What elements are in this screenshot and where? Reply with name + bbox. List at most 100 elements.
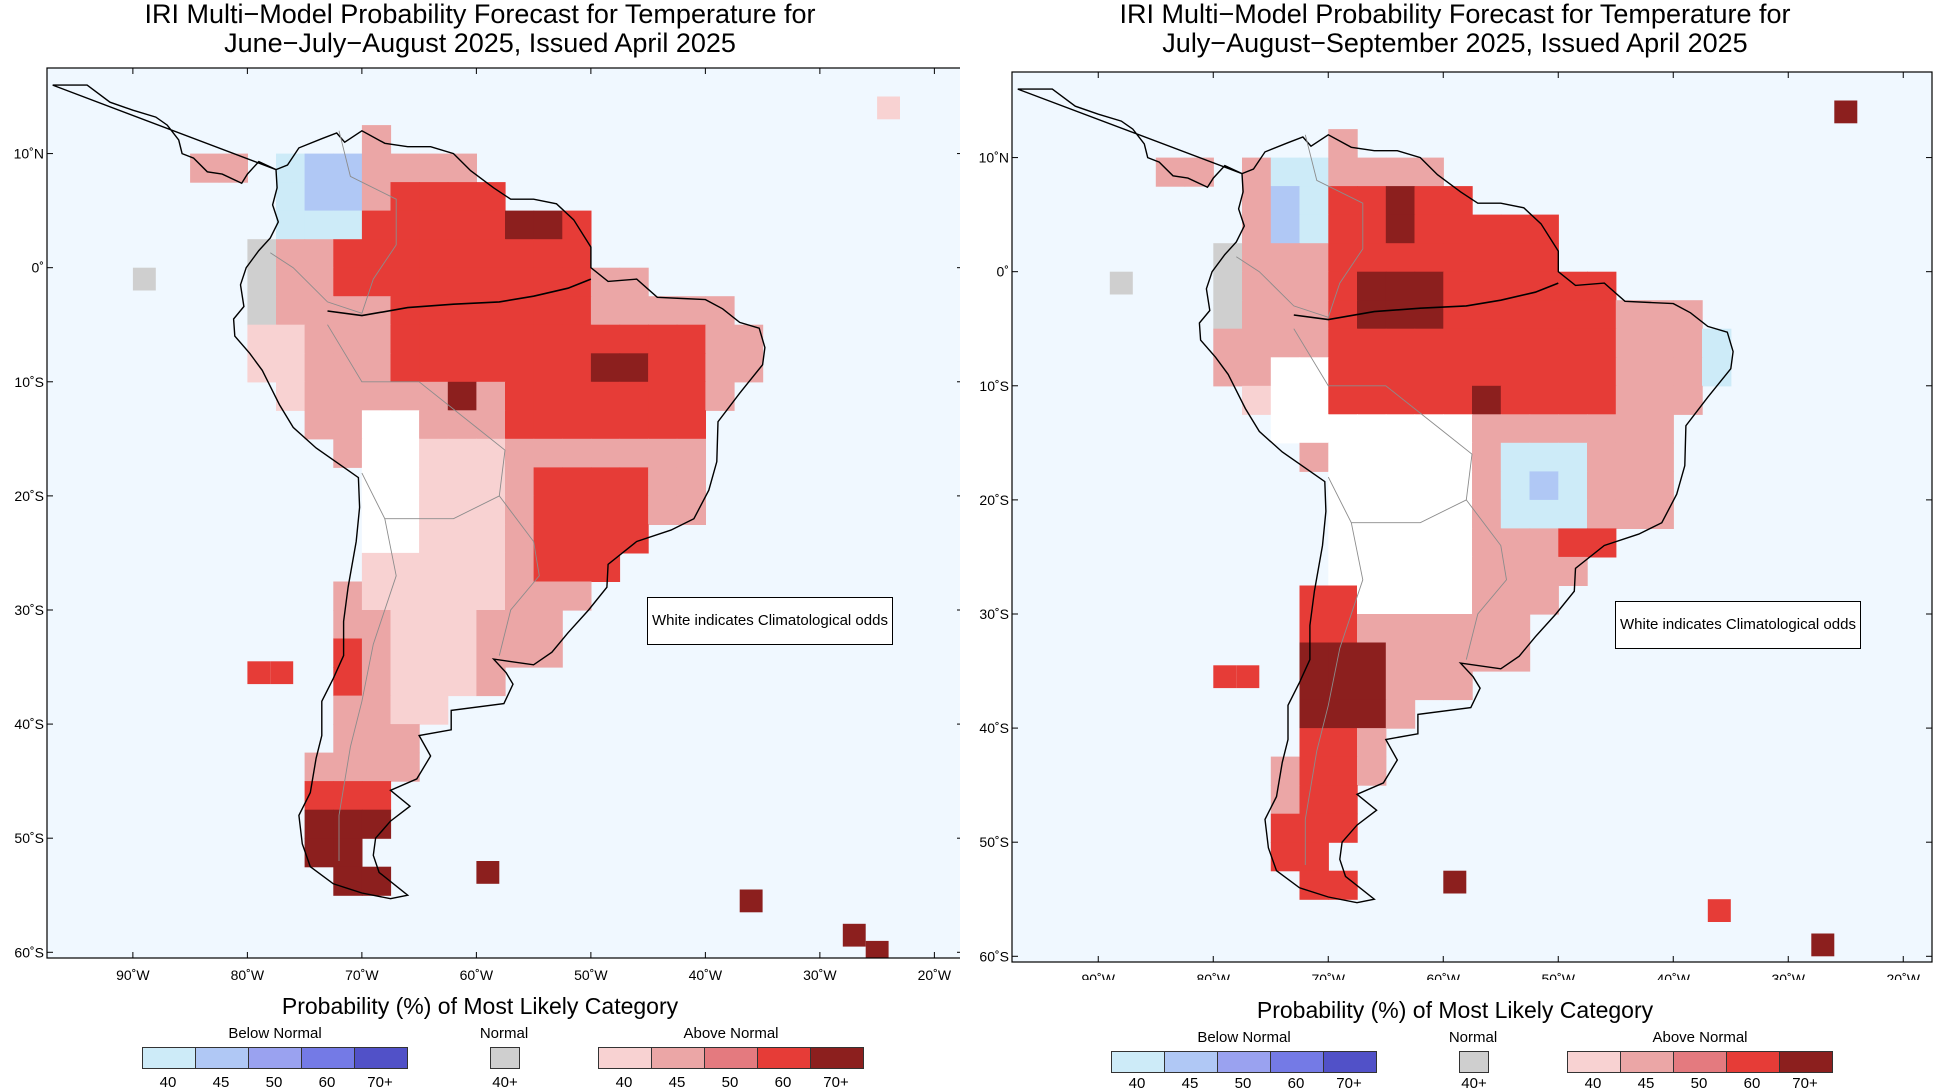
grid-cell: [419, 610, 449, 640]
grid-cell: [1385, 214, 1416, 244]
grid-cell: [533, 267, 563, 297]
grid-cell: [1615, 385, 1646, 415]
grid-cell: [1615, 414, 1646, 444]
grid-cell: [1443, 870, 1467, 894]
grid-cell: [419, 467, 449, 497]
grid-cell: [1328, 129, 1358, 159]
grid-cell: [1558, 357, 1588, 387]
grid-cell: [648, 410, 678, 440]
grid-cell: [1328, 556, 1358, 586]
grid-cell: [533, 296, 563, 326]
grid-cell: [1242, 214, 1272, 244]
grid-cell: [1299, 842, 1329, 872]
lon-label: 50˚W: [574, 967, 608, 980]
grid-cell: [447, 353, 477, 383]
grid-cell: [533, 581, 563, 611]
grid-cell: [1299, 271, 1329, 301]
forecast-panel-jas: IRI Multi−Model Probability Forecast for…: [975, 0, 1935, 1092]
grid-cell: [1558, 528, 1588, 558]
grid-cell: [390, 296, 420, 326]
map-title-line1: IRI Multi−Model Probability Forecast for…: [1119, 0, 1791, 29]
above-normal-label: Above Normal: [1652, 1029, 1748, 1046]
grid-cell: [1357, 243, 1387, 273]
lon-label: 90˚W: [116, 967, 150, 980]
grid-cell: [419, 210, 449, 240]
grid-cell: [361, 239, 392, 269]
grid-cell: [1414, 357, 1444, 387]
grid-cell: [1385, 471, 1416, 501]
lat-label: 20˚S: [979, 492, 1009, 508]
lat-label: 60˚S: [14, 944, 44, 960]
grid-cell: [1500, 357, 1531, 387]
grid-cell: [304, 410, 334, 440]
grid-cell: [447, 153, 477, 183]
grid-cell: [1299, 671, 1329, 701]
grid-cell: [333, 724, 363, 754]
grid-cell: [648, 296, 678, 326]
grid-cell: [1673, 328, 1703, 358]
grid-cell: [419, 495, 449, 525]
grid-cell: [1414, 528, 1444, 558]
grid-cell: [1615, 442, 1646, 472]
probability-legend: Below Normal Normal Above Normal 40 45 5…: [975, 1029, 1935, 1092]
grid-cell: [1270, 756, 1301, 786]
grid-cell: [562, 296, 592, 326]
grid-cell: [1472, 328, 1502, 358]
map-title: IRI Multi−Model Probability Forecast for…: [0, 0, 960, 58]
grid-cell: [676, 324, 706, 354]
grid-cell: [1834, 100, 1858, 124]
grid-cell: [1385, 528, 1416, 558]
legend-tick: 60: [318, 1074, 336, 1091]
grid-cell: [1443, 556, 1473, 586]
grid-cell: [562, 267, 592, 297]
grid-cell: [333, 638, 363, 668]
grid-cell: [590, 410, 621, 440]
grid-cell: [476, 353, 506, 383]
grid-cell: [1385, 385, 1416, 415]
lat-label: 30˚S: [14, 602, 44, 618]
grid-cell: [476, 610, 506, 640]
grid-cell: [505, 438, 535, 468]
grid-cell: [419, 524, 449, 554]
grid-cell: [419, 182, 449, 212]
grid-cell: [1414, 328, 1444, 358]
grid-cell: [1558, 499, 1588, 529]
grid-cell: [1472, 556, 1502, 586]
grid-cell: [1587, 499, 1617, 529]
grid-cell: [1385, 186, 1416, 216]
grid-cell: [562, 467, 592, 497]
grid-cell: [533, 381, 563, 411]
grid-cell: [361, 809, 392, 839]
map-frame: [1011, 71, 1933, 963]
grid-cell: [361, 581, 392, 611]
grid-cell: [1587, 328, 1617, 358]
grid-cell: [1615, 471, 1646, 501]
grid-cell: [1357, 585, 1387, 615]
grid-cell: [1357, 728, 1387, 758]
grid-cell: [1328, 442, 1358, 472]
grid-cell: [648, 467, 678, 497]
grid-cell: [734, 353, 764, 383]
legend-tick: 70+: [1336, 1075, 1362, 1092]
grid-cell: [447, 381, 477, 411]
grid-cell: [1558, 471, 1588, 501]
normal-label: Normal: [479, 1025, 529, 1042]
grid-cell: [1558, 414, 1588, 444]
lat-label: 50˚S: [979, 834, 1009, 850]
grid-cell: [1529, 528, 1559, 558]
grid-cell: [1702, 357, 1732, 387]
grid-cell: [1328, 813, 1358, 843]
grid-cell: [1529, 243, 1559, 273]
grid-cell: [447, 210, 477, 240]
grid-cell: [390, 324, 420, 354]
grid-cell: [333, 381, 363, 411]
grid-cell: [865, 940, 889, 958]
lat-label: 50˚S: [14, 830, 44, 846]
grid-cell: [590, 467, 621, 497]
grid-cell: [1529, 414, 1559, 444]
grid-cell: [1357, 414, 1387, 444]
grid-cell: [361, 724, 392, 754]
grid-cell: [734, 324, 764, 354]
grid-cell: [333, 296, 363, 326]
grid-cell: [361, 153, 392, 183]
